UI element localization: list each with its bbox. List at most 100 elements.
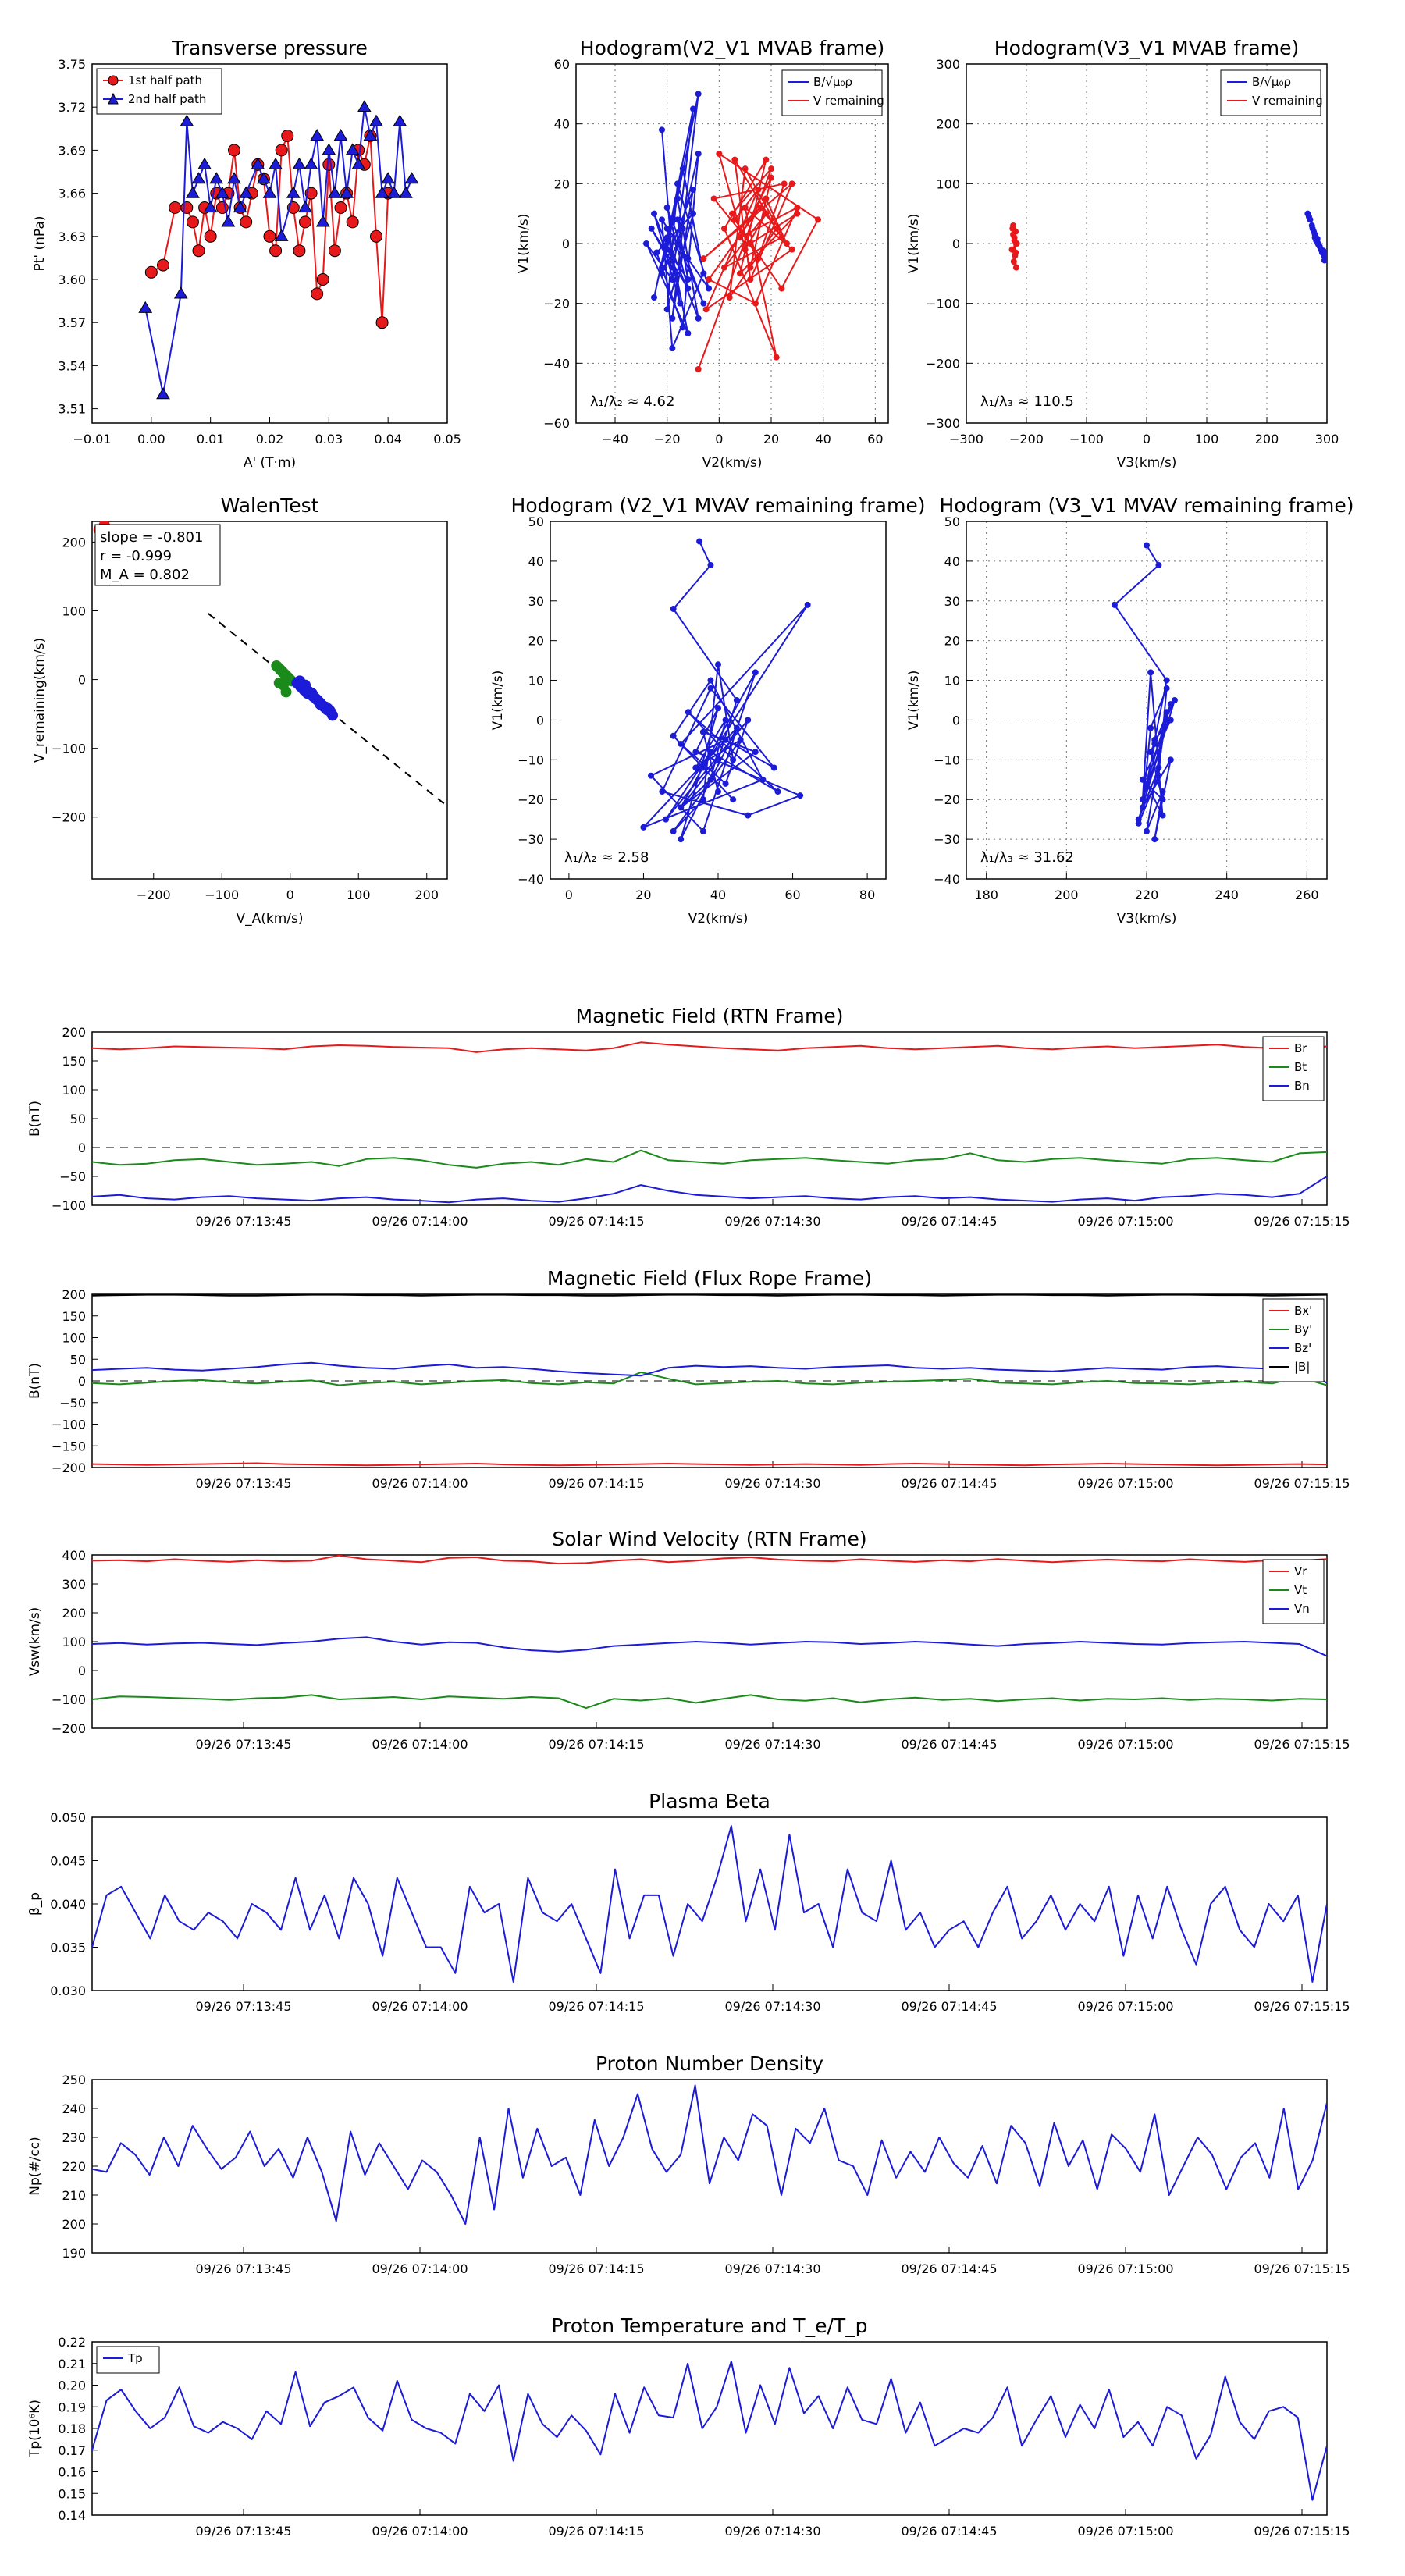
- data-point: [715, 788, 721, 795]
- chart-title: WalenTest: [221, 494, 319, 517]
- x-tick-label: 300: [1315, 432, 1339, 447]
- y-axis-label: β_p: [27, 1892, 43, 1916]
- data-point: [180, 114, 194, 126]
- data-point: [375, 316, 389, 329]
- y-tick-label: −100: [52, 1418, 86, 1432]
- data-point: [731, 216, 738, 223]
- y-tick-label: −300: [926, 416, 960, 431]
- y-tick-label: 0: [952, 237, 960, 251]
- data-point: [274, 229, 289, 241]
- x-tick-label: 180: [974, 888, 998, 902]
- data-point: [763, 156, 770, 163]
- x-tick-label: 0.04: [374, 432, 402, 447]
- series-line-Vn: [92, 1636, 1327, 1657]
- x-tick-label: 220: [1135, 888, 1159, 902]
- data-point: [180, 201, 194, 214]
- x-axis-label: V3(km/s): [1117, 455, 1177, 471]
- data-point: [768, 174, 774, 181]
- data-point: [815, 216, 821, 223]
- y-tick-label: 20: [554, 176, 570, 191]
- y-tick-label: 100: [936, 176, 960, 191]
- data-point: [685, 330, 692, 336]
- data-point: [747, 240, 754, 247]
- y-tick-label: −200: [52, 810, 86, 825]
- data-point: [209, 172, 224, 184]
- data-point: [797, 792, 804, 799]
- x-tick-label: 09/26 07:14:00: [372, 1737, 468, 1752]
- data-point: [322, 704, 333, 716]
- legend-label: V remaining: [813, 94, 884, 108]
- y-tick-label: −100: [926, 297, 960, 311]
- x-tick-label: 0: [565, 888, 573, 902]
- x-tick-label: 09/26 07:15:15: [1254, 2524, 1350, 2539]
- data-point: [778, 285, 785, 292]
- x-tick-label: 200: [1055, 888, 1079, 902]
- data-point: [788, 246, 795, 253]
- x-tick-label: 260: [1295, 888, 1319, 902]
- y-tick-label: −150: [52, 1439, 86, 1453]
- x-tick-label: 09/26 07:14:30: [724, 2261, 820, 2276]
- legend-label: |B|: [1294, 1360, 1310, 1374]
- data-point: [404, 172, 419, 184]
- x-tick-label: 09/26 07:15:15: [1254, 1999, 1350, 2014]
- x-tick-label: 09/26 07:14:45: [901, 1737, 997, 1752]
- data-point: [695, 91, 702, 98]
- legend-label: Vt: [1294, 1583, 1307, 1597]
- data-point: [328, 244, 341, 258]
- x-tick-label: 09/26 07:14:45: [901, 2261, 997, 2276]
- data-point: [669, 315, 676, 322]
- data-point: [1155, 561, 1162, 568]
- data-point: [752, 749, 759, 756]
- chart-panel-6: Hodogram (V3_V1 MVAV remaining frame) −40…: [906, 494, 1353, 927]
- series-line-beta: [92, 1825, 1327, 1983]
- x-tick-label: 09/26 07:14:45: [901, 1476, 997, 1491]
- x-tick-label: 80: [859, 888, 875, 902]
- y-axis-label: V1(km/s): [906, 671, 922, 731]
- data-point: [742, 205, 749, 211]
- data-point: [1321, 257, 1327, 264]
- data-point: [1012, 264, 1019, 271]
- data-point: [679, 225, 686, 232]
- data-point: [730, 796, 737, 803]
- y-tick-label: −50: [59, 1169, 86, 1184]
- data-point: [678, 804, 685, 811]
- plot-frame: [550, 521, 887, 880]
- data-point: [707, 561, 714, 568]
- data-point: [1163, 709, 1170, 716]
- data-point: [696, 538, 703, 545]
- y-tick-label: 0.18: [58, 2421, 86, 2436]
- data-point: [346, 215, 359, 229]
- legend-box: [96, 68, 222, 115]
- data-point: [674, 180, 681, 187]
- data-point: [715, 705, 721, 712]
- x-tick-label: 0.00: [137, 432, 165, 447]
- data-point: [275, 144, 288, 157]
- y-tick-label: −20: [934, 792, 960, 807]
- data-point: [1139, 804, 1146, 811]
- y-axis-label: Np(#/cc): [27, 2137, 43, 2195]
- data-point: [763, 195, 770, 202]
- data-point: [1011, 237, 1018, 244]
- data-point: [322, 158, 336, 171]
- x-tick-label: 09/26 07:14:45: [901, 1999, 997, 2014]
- chart-title: Hodogram (V3_V1 MVAV remaining frame): [940, 494, 1354, 517]
- plot-frame: [575, 63, 889, 424]
- data-point: [643, 240, 649, 247]
- data-point: [663, 306, 670, 313]
- data-point: [737, 270, 743, 277]
- data-point: [1135, 820, 1142, 827]
- data-point: [716, 151, 723, 157]
- chart-title: Hodogram(V2_V1 MVAB frame): [580, 37, 884, 59]
- y-tick-label: 0.040: [50, 1897, 86, 1912]
- chart-panel-2: Hodogram(V2_V1 MVAB frame) −60 −40 −20 0 20 40…: [516, 37, 889, 471]
- chart-title: Proton Number Density: [596, 2052, 823, 2075]
- data-point: [690, 187, 696, 193]
- y-tick-label: 0: [78, 1663, 86, 1678]
- legend-box: [1220, 69, 1321, 116]
- data-point: [759, 776, 767, 783]
- chart-panel-3: Hodogram(V3_V1 MVAB frame) −300 −200 −100 0 1…: [906, 37, 1339, 471]
- x-tick-label: 09/26 07:15:15: [1254, 1214, 1350, 1229]
- data-point: [755, 187, 762, 193]
- y-tick-label: 50: [944, 514, 960, 529]
- data-point: [679, 324, 686, 331]
